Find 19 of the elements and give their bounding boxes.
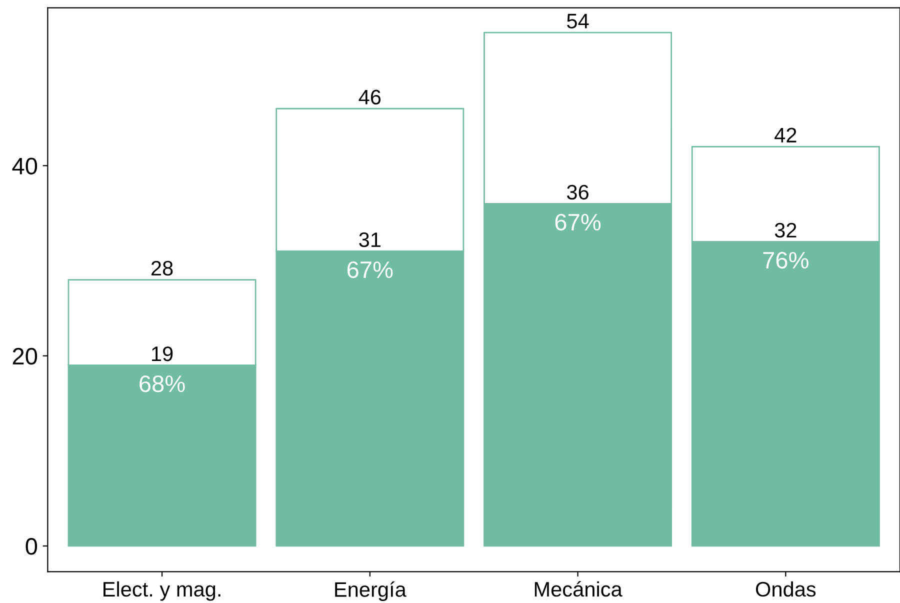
total-label: 42 xyxy=(774,128,796,142)
y-tick-label: 20 xyxy=(12,348,38,365)
x-tick-label: Energía xyxy=(335,581,406,602)
annotation: 67% xyxy=(347,261,393,278)
annotation: 67% xyxy=(555,214,601,231)
data-label: 36 xyxy=(567,184,588,200)
x-tick-label: Ondas xyxy=(756,581,816,597)
data-label: 31 xyxy=(359,232,380,248)
annotation: 76% xyxy=(763,252,808,269)
data-label: 32 xyxy=(774,222,796,238)
y-tick-label: 0 xyxy=(26,538,38,555)
total-label: 28 xyxy=(151,260,173,276)
x-tick-label: Elect. y mag. xyxy=(104,581,220,601)
total-label: 54 xyxy=(567,14,589,28)
annotation: 68% xyxy=(140,375,185,392)
data-label: 19 xyxy=(152,346,173,362)
y-tick-label: 40 xyxy=(12,158,38,174)
x-tick-label: Mecánica xyxy=(534,581,622,597)
total-label: 46 xyxy=(358,90,381,104)
